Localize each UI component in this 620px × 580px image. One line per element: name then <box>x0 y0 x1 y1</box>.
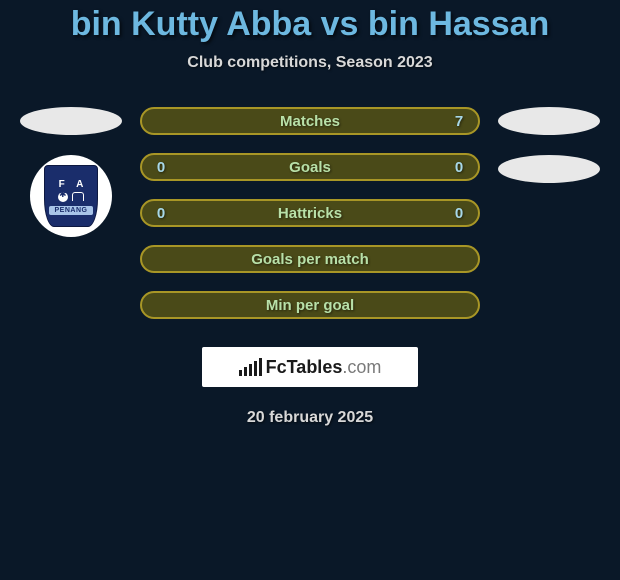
goal-icon <box>72 192 84 201</box>
club-badge-left: FA PENANG <box>30 155 112 237</box>
comparison-layout: FA PENANG Matches 7 0 Goals 0 0 Hattrick… <box>0 107 620 319</box>
stat-label: Min per goal <box>170 297 450 314</box>
stat-left-value: 0 <box>152 205 170 222</box>
logo-text: FcTables.com <box>266 357 382 378</box>
stat-label: Goals per match <box>170 251 450 268</box>
source-logo: FcTables.com <box>202 347 418 387</box>
player-avatar-right <box>498 107 600 135</box>
badge-bottom-text: PENANG <box>49 206 94 215</box>
bars-icon <box>239 358 262 376</box>
stat-right-value: 0 <box>450 205 468 222</box>
ball-icon <box>58 192 68 202</box>
right-side <box>498 107 600 183</box>
player-avatar-left <box>20 107 122 135</box>
footer-date: 20 february 2025 <box>0 409 620 427</box>
club-avatar-right <box>498 155 600 183</box>
logo-domain: .com <box>342 357 381 377</box>
shield-icon: FA PENANG <box>44 165 98 227</box>
stat-row-matches: Matches 7 <box>140 107 480 135</box>
stat-right-value: 0 <box>450 159 468 176</box>
stat-row-hattricks: 0 Hattricks 0 <box>140 199 480 227</box>
page-subtitle: Club competitions, Season 2023 <box>0 54 620 72</box>
page-title: bin Kutty Abba vs bin Hassan <box>0 5 620 44</box>
stats-column: Matches 7 0 Goals 0 0 Hattricks 0 Goals … <box>140 107 480 319</box>
badge-top-text: FA <box>47 179 96 190</box>
stat-label: Hattricks <box>170 205 450 222</box>
stat-row-goals-per-match: Goals per match <box>140 245 480 273</box>
stat-label: Goals <box>170 159 450 176</box>
stat-label: Matches <box>170 113 450 130</box>
stat-row-min-per-goal: Min per goal <box>140 291 480 319</box>
stat-left-value: 0 <box>152 159 170 176</box>
badge-icons <box>58 192 84 202</box>
left-side: FA PENANG <box>20 107 122 237</box>
stat-row-goals: 0 Goals 0 <box>140 153 480 181</box>
stat-right-value: 7 <box>450 113 468 130</box>
logo-brand: FcTables <box>266 357 343 377</box>
